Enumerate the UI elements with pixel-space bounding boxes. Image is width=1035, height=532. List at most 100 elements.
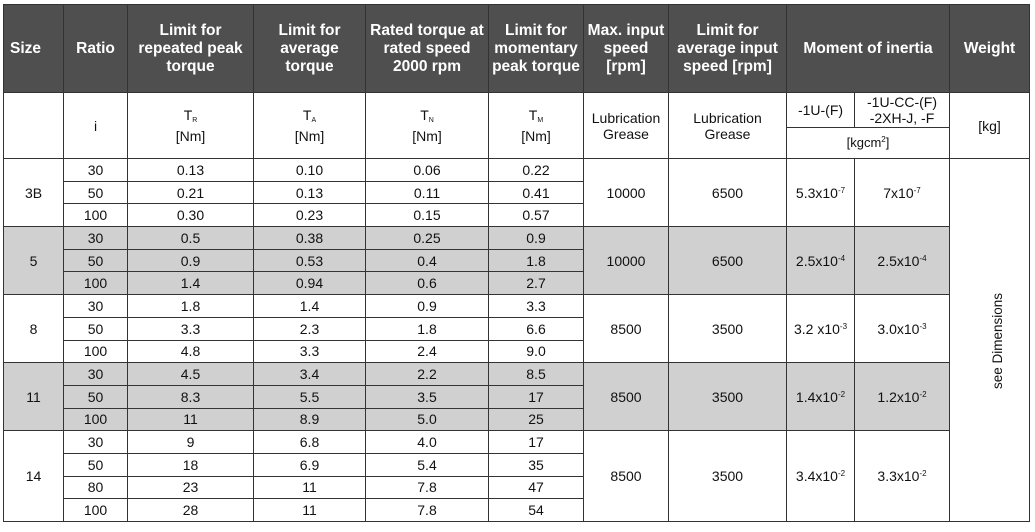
cell-rated: 3.5 [365,384,489,409]
cell-ratio: 50 [63,316,128,341]
cell-max-input-speed: 8500 [583,294,669,364]
cell-inertia-1ucc: 3.3x10-2 [853,430,951,522]
subheader-inertia-unit: [kgcm2] [785,127,951,159]
cell-inertia-1ucc: 3.0x10-3 [853,294,951,364]
cell-momentary: 0.57 [488,203,584,228]
cell-momentary: 25 [488,407,584,432]
header-moment-of-inertia: Moment of inertia [785,4,951,93]
cell-ratio: 100 [63,339,128,364]
cell-rated: 7.8 [365,475,489,500]
subheader-lubrication-max: Lubrication Grease [583,92,669,159]
cell-rated: 0.6 [365,271,489,296]
subheader-tr: TR [Nm] [127,92,254,159]
cell-rated: 0.11 [365,180,489,205]
cell-repeated-peak: 0.21 [127,180,254,205]
cell-ratio: 30 [63,226,128,250]
subheader-ta: TA [Nm] [253,92,366,159]
cell-avg-input-speed: 3500 [668,362,787,432]
cell-inertia-1u: 3.2 x10-3 [786,294,855,364]
cell-rated: 5.4 [365,452,489,477]
cell-rated: 5.0 [365,407,489,432]
cell-average: 6.8 [253,430,366,454]
cell-size: 14 [3,430,64,522]
subheader-tm-unit: [Nm] [521,128,551,144]
cell-repeated-peak: 4.5 [127,362,254,386]
table-row: 50 18 6.9 5.4 35 [4,452,1030,477]
table-row: 100 28 11 7.8 54 [4,498,1030,522]
subheader-ta-unit: [Nm] [294,128,325,144]
cell-average: 8.9 [253,407,366,432]
cell-repeated-peak: 4.8 [127,339,254,364]
cell-average: 11 [253,475,366,500]
cell-rated: 1.8 [365,316,489,341]
cell-average: 0.94 [253,271,366,296]
table-row: 100 1.4 0.94 0.6 2.7 [4,271,1030,296]
header-rated-torque: Rated torque at rated speed 2000 rpm [365,4,489,93]
cell-ratio: 100 [63,271,128,296]
cell-momentary: 8.5 [488,362,584,386]
cell-momentary: 2.7 [488,271,584,296]
cell-rated: 0.06 [365,158,489,182]
cell-ratio: 100 [63,498,128,522]
cell-momentary: 0.9 [488,226,584,250]
subheader-tn: TN [Nm] [365,92,489,159]
cell-momentary: 35 [488,452,584,477]
table-row: 3B 30 0.13 0.10 0.06 0.22 10000 6500 5.3x10-7 7x1… [3,157,1031,522]
table-body: i TR [Nm] TA [Nm] TN [Nm] TM [Nm] Lubric… [3,92,1031,522]
cell-inertia-1u: 1.4x10-2 [786,362,855,432]
cell-average: 0.53 [253,248,366,273]
cell-rated: 4.0 [365,430,489,454]
subheader-row: i TR [Nm] TA [Nm] TN [Nm] TM [Nm] Lubric… [3,92,1031,159]
cell-inertia-1ucc: 1.2x10-2 [853,362,951,432]
header-max-input-speed: Max. input speed [rpm] [583,4,669,93]
cell-ratio: 50 [63,452,128,477]
table-row: 50 0.21 0.13 0.11 0.41 [4,180,1030,205]
subheader-weight-unit: [kg] [949,92,1031,159]
cell-inertia-1u: 5.3x10-7 [786,157,855,228]
header-size: Size [3,4,64,93]
header-repeated-peak-torque: Limit for repeated peak torque [127,4,254,93]
cell-ratio: 100 [63,407,128,432]
cell-average: 6.9 [253,452,366,477]
cell-ratio: 100 [63,203,128,228]
cell-ratio: 50 [63,248,128,273]
cell-repeated-peak: 1.8 [127,294,254,318]
cell-rated: 0.25 [365,226,489,250]
cell-repeated-peak: 0.13 [127,158,254,182]
header-ratio: Ratio [63,4,128,93]
cell-max-input-speed: 8500 [583,362,669,432]
subheader-tm: TM [Nm] [488,92,584,159]
cell-rated: 2.4 [365,339,489,364]
cell-repeated-peak: 9 [127,430,254,454]
subheader-inertia-1ucc: -1U-CC-(F) -2XH-J, -F [853,92,951,128]
cell-ratio: 30 [63,430,128,454]
cell-size: 5 [3,226,64,296]
cell-rated: 0.9 [365,294,489,318]
weight-note-text: see Dimensions [990,292,1006,389]
cell-rated: 0.15 [365,203,489,228]
cell-repeated-peak: 3.3 [127,316,254,341]
cell-average: 2.3 [253,316,366,341]
cell-momentary: 3.3 [488,294,584,318]
cell-momentary: 17 [488,430,584,454]
table-row: 5 30 0.5 0.38 0.25 0.9 10000 6500 2.5x10-4 2.5x10… [3,226,1030,296]
cell-inertia-1ucc: 2.5x10-4 [853,226,951,296]
subheader-tr-unit: [Nm] [175,128,206,144]
subheader-inertia-1u: -1U-(F) [786,92,855,128]
subheader-size-empty [3,92,64,159]
cell-momentary: 1.8 [488,248,584,273]
cell-max-input-speed: 8500 [583,430,669,522]
cell-max-input-speed: 10000 [583,226,669,296]
cell-average: 0.13 [253,180,366,205]
cell-momentary: 6.6 [488,316,584,341]
cell-average: 0.23 [253,203,366,228]
cell-inertia-1u: 2.5x10-4 [786,226,855,296]
subheader-lubrication-avg: Lubrication Grease [668,92,787,159]
table-row: 80 23 11 7.8 47 [4,475,1030,500]
cell-repeated-peak: 0.30 [127,203,254,228]
subheader-tn-unit: [Nm] [412,128,442,144]
cell-ratio: 30 [63,362,128,386]
cell-momentary: 54 [488,498,584,522]
cell-rated: 7.8 [365,498,489,522]
cell-average: 3.4 [253,362,366,386]
